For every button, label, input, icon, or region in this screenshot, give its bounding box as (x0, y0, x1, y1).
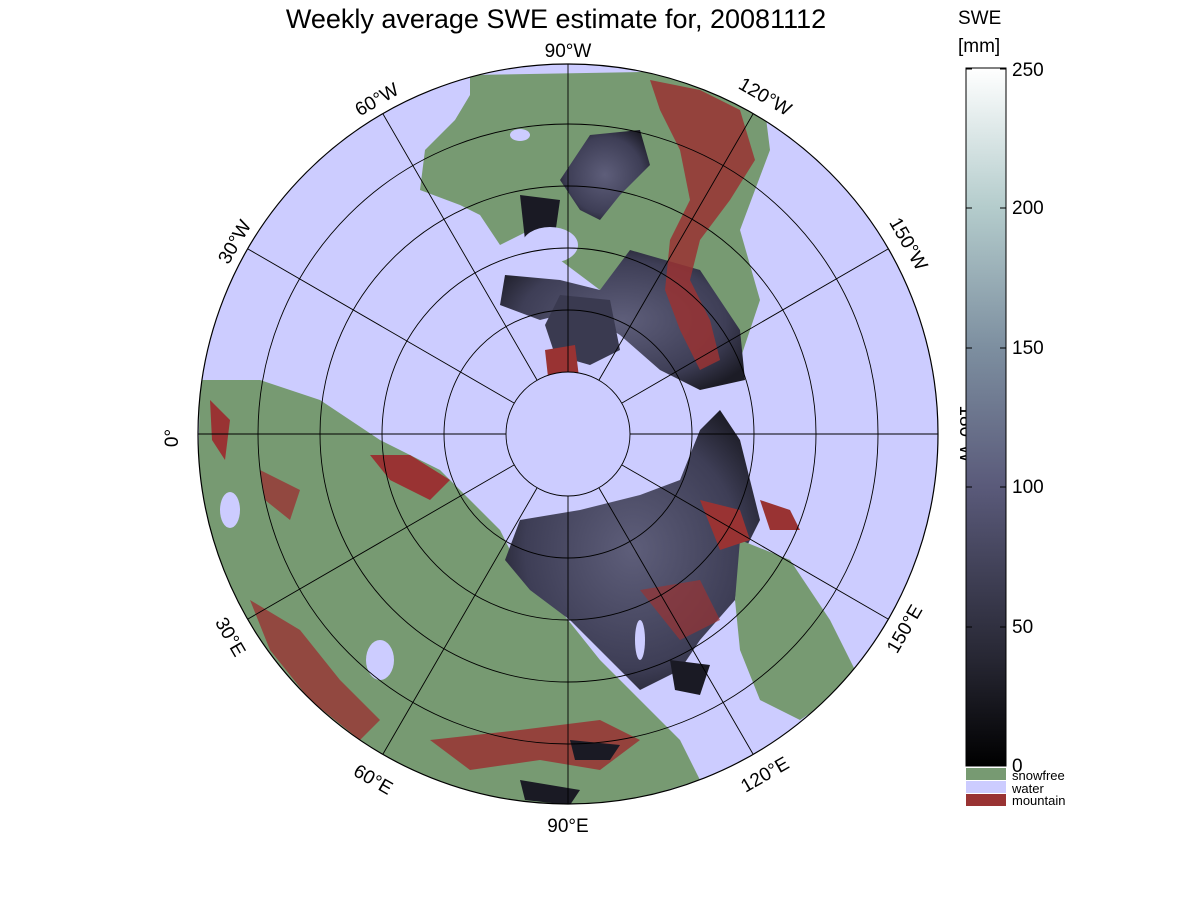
graticule (197, 63, 939, 805)
legend-label-water: water (1011, 781, 1044, 796)
legend-label-mountain: mountain (1012, 793, 1065, 808)
legend-label-snowfree: snowfree (1012, 768, 1065, 783)
colorbar-tick-0: 0 (1012, 756, 1023, 777)
colorbar-tick-250: 250 (1012, 60, 1044, 81)
lakes (220, 129, 645, 680)
lon-label-90e: 90°E (547, 816, 588, 837)
legend-swatch-snowfree (966, 768, 1006, 780)
colorbar-label-line2: [mm] (958, 36, 1000, 57)
legend-swatch-mountain (966, 794, 1006, 806)
colorbar-tick-50: 50 (1012, 617, 1033, 638)
colorbar-ticks (966, 68, 1006, 767)
map-title: Weekly average SWE estimate for, 2008111… (285, 4, 827, 34)
colorbar-tick-150: 150 (1012, 338, 1044, 359)
colorbar-label-line1: SWE (958, 8, 1001, 29)
colorbar: SWE [mm] 0 50 100 150 200 250 snowfree w… (958, 8, 1065, 808)
lon-label-90w: 90°W (545, 41, 592, 62)
lon-label-120e: 120°E (737, 753, 793, 797)
deep-snow-patches (520, 195, 710, 804)
colorbar-tick-200: 200 (1012, 198, 1044, 219)
north-america-snow (560, 130, 650, 220)
far-east-landmass (735, 540, 860, 720)
lon-label-60e: 60°E (350, 761, 396, 800)
polar-cap-water (506, 372, 630, 496)
lon-label-0: 0° (162, 429, 183, 447)
colorbar-gradient (965, 67, 1007, 767)
legend-swatch-water (966, 781, 1006, 793)
lon-label-30e: 30°E (210, 614, 249, 660)
colorbar-tick-100: 100 (1012, 477, 1044, 498)
map-disc (198, 64, 938, 804)
